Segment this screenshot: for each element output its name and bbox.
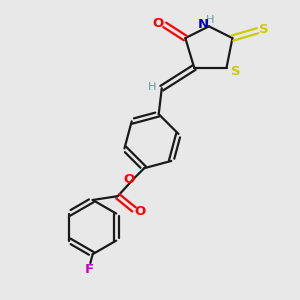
- Text: S: S: [259, 23, 269, 36]
- Text: O: O: [153, 17, 164, 30]
- Text: O: O: [123, 173, 134, 187]
- Text: S: S: [231, 64, 240, 78]
- Text: O: O: [135, 205, 146, 218]
- Text: F: F: [85, 263, 94, 276]
- Text: H: H: [206, 15, 214, 25]
- Text: N: N: [198, 18, 209, 31]
- Text: H: H: [148, 82, 157, 92]
